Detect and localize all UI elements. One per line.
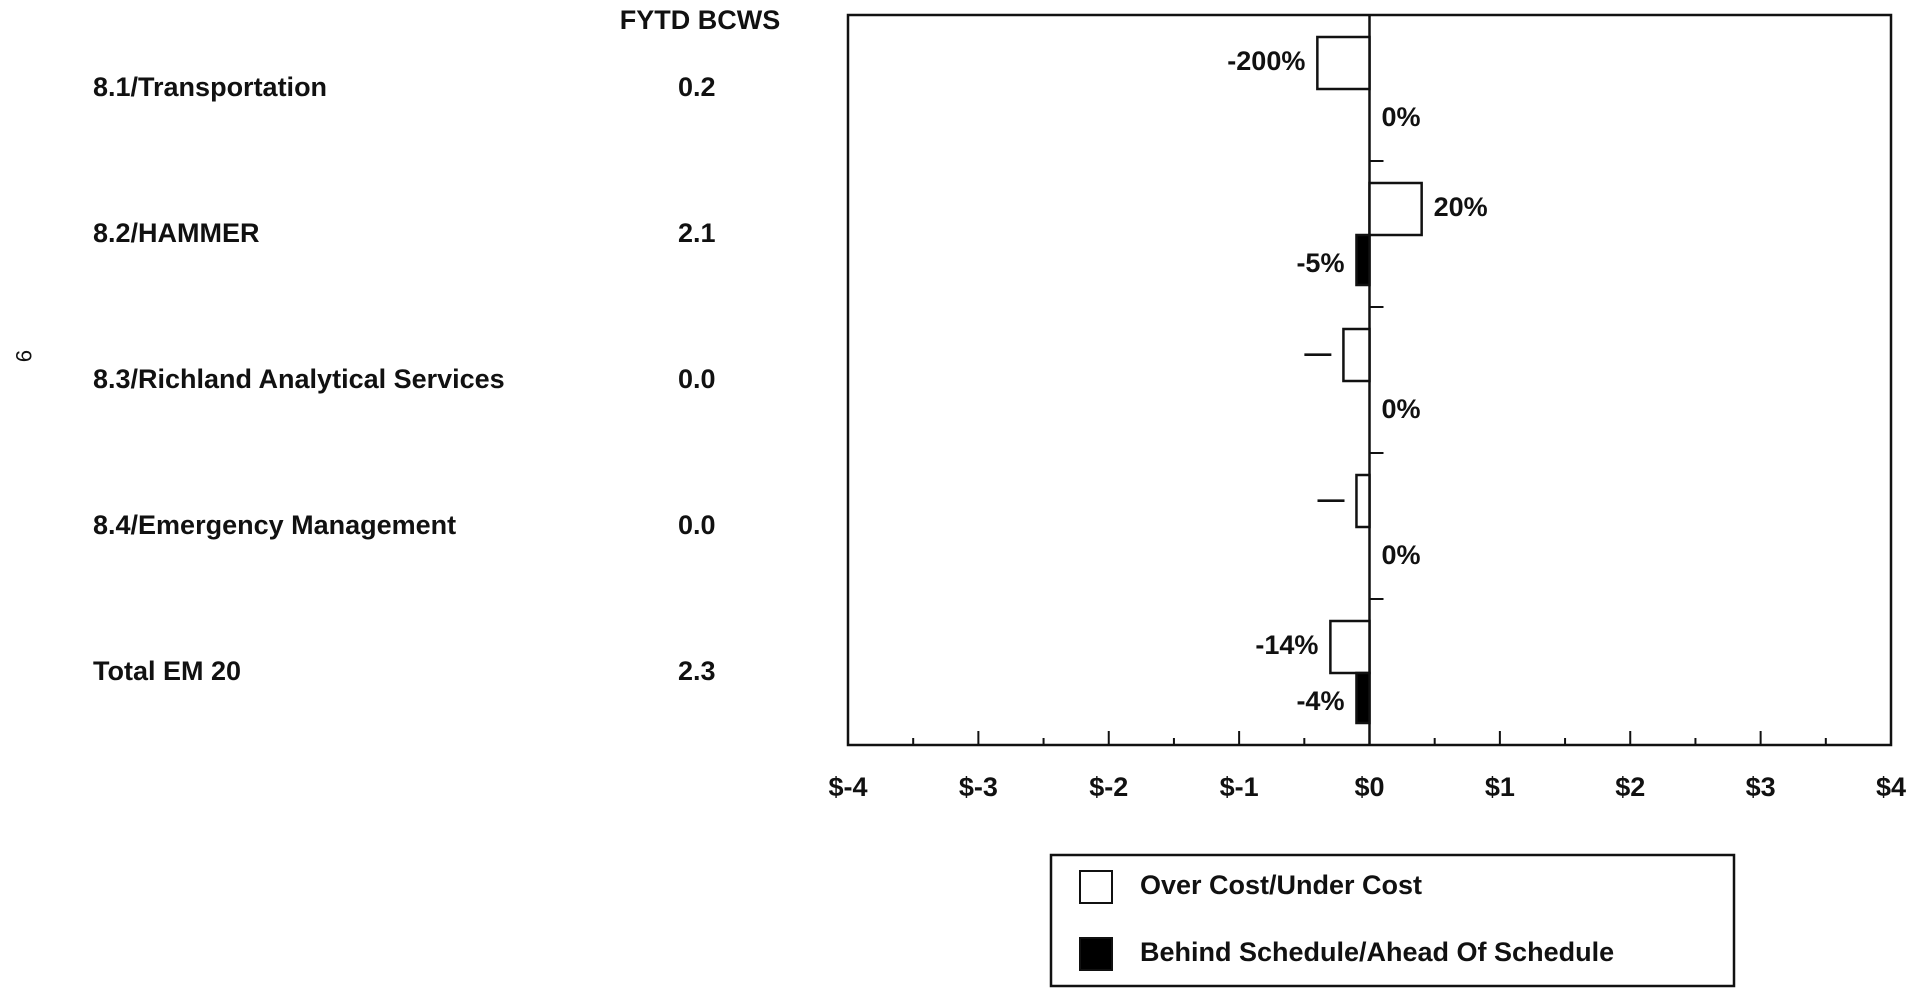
page-number: 9 (11, 350, 36, 362)
category-label: 8.1/Transportation (93, 72, 327, 102)
legend-box (1049, 853, 1736, 988)
category-label: 8.3/Richland Analytical Services (93, 364, 505, 394)
value-label: — (1317, 484, 1344, 514)
legend-swatch (1079, 937, 1113, 971)
bar (1355, 671, 1371, 725)
bar (1342, 327, 1371, 383)
value-label: -5% (1296, 248, 1344, 278)
legend-label: Behind Schedule/Ahead Of Schedule (1140, 937, 1614, 967)
legend-swatch (1079, 870, 1113, 904)
x-tick-label: $-3 (959, 772, 998, 802)
value-label: 0% (1382, 540, 1421, 570)
category-label: 8.4/Emergency Management (93, 510, 456, 540)
value-label: -14% (1255, 630, 1318, 660)
category-label: 8.2/HAMMER (93, 218, 260, 248)
bar (1368, 181, 1423, 237)
x-tick-label: $2 (1615, 772, 1645, 802)
value-label: -4% (1296, 686, 1344, 716)
x-tick-label: $4 (1876, 772, 1906, 802)
x-tick-label: $-2 (1089, 772, 1128, 802)
bcws-value: 2.3 (678, 656, 716, 686)
bar (1316, 35, 1371, 91)
x-tick-label: $-1 (1220, 772, 1259, 802)
value-label: — (1304, 338, 1331, 368)
x-tick-label: $-4 (828, 772, 867, 802)
bar (1355, 473, 1371, 529)
value-label: 20% (1434, 192, 1488, 222)
bcws-value: 2.1 (678, 218, 716, 248)
category-label: Total EM 20 (93, 656, 241, 686)
bcws-value: 0.2 (678, 72, 716, 102)
bcws-value: 0.0 (678, 364, 716, 394)
table-header: FYTD BCWS (620, 5, 780, 35)
x-tick-label: $1 (1485, 772, 1515, 802)
bcws-value: 0.0 (678, 510, 716, 540)
value-label: 0% (1382, 102, 1421, 132)
value-label: -200% (1227, 46, 1305, 76)
bar (1329, 619, 1371, 675)
legend-label: Over Cost/Under Cost (1140, 870, 1422, 900)
value-label: 0% (1382, 394, 1421, 424)
x-tick-label: $0 (1354, 772, 1384, 802)
bar (1355, 233, 1371, 287)
x-tick-label: $3 (1746, 772, 1776, 802)
